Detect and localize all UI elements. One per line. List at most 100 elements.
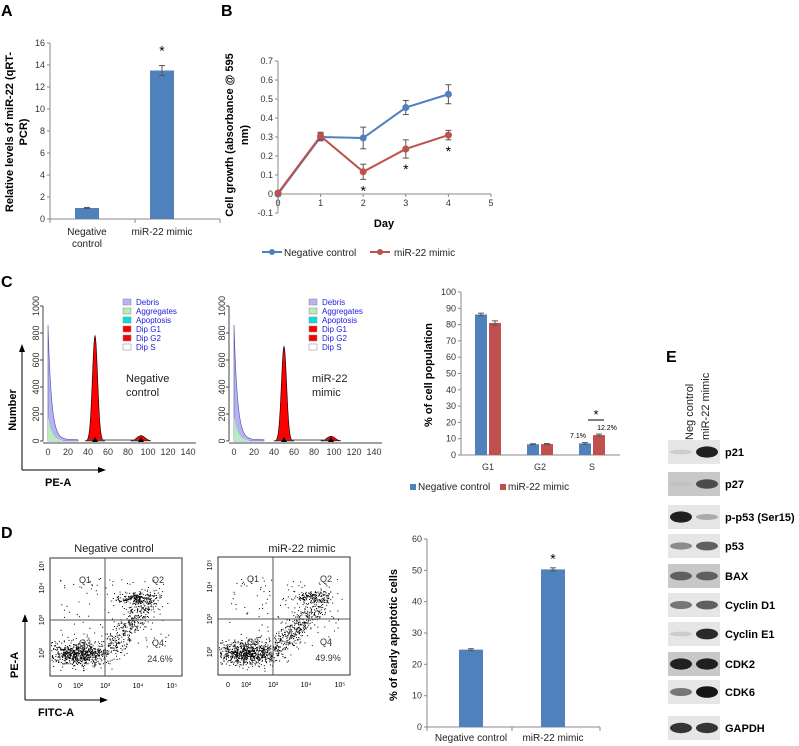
- d-scatter-dot: [115, 653, 117, 655]
- d-scatter-dot: [319, 593, 321, 595]
- d-scatter-dot: [227, 649, 229, 651]
- d-scatter-dot: [235, 604, 237, 606]
- d-scatter-dot: [225, 655, 227, 657]
- d-scatter-dot: [330, 599, 332, 601]
- d-scatter-dot: [126, 643, 128, 645]
- d-scatter-dot: [152, 606, 154, 608]
- d-scatter-dot: [296, 616, 298, 618]
- d-scatter-dot: [134, 597, 136, 599]
- d-scatter-dot: [63, 641, 65, 643]
- d-scatter-dot: [139, 594, 140, 596]
- d-scatter-dot: [301, 614, 303, 616]
- d-scatter-dot: [250, 644, 252, 646]
- d-scatter-dot: [153, 611, 155, 613]
- d-scatter-dot: [124, 632, 126, 634]
- d-scatter-dot: [323, 597, 325, 599]
- c-g1-marker: [92, 437, 98, 442]
- d-scatter-dot: [287, 639, 289, 641]
- d-scatter-dot: [121, 622, 123, 624]
- d-scatter-dot: [78, 643, 80, 645]
- d-scatter-dot: [159, 588, 161, 590]
- d-scatter-dot: [85, 661, 87, 663]
- d-scatter-dot: [236, 651, 238, 653]
- d-scatter-dot: [147, 611, 149, 613]
- d-scatter-dot: [229, 652, 231, 653]
- d-scatter-dot: [162, 591, 164, 593]
- d-scatter-dot: [234, 660, 236, 662]
- d-scatter-dot: [67, 636, 69, 638]
- d-scatter-dot: [74, 664, 76, 666]
- d-scatter-dot: [225, 647, 227, 649]
- d-scatter-dot: [145, 637, 147, 639]
- d-scatter-dot: [102, 653, 104, 655]
- d-scatter-dot: [236, 582, 238, 584]
- d-scatter-dot: [95, 655, 97, 657]
- cbar-y-tick-label: 70: [446, 336, 456, 346]
- d-scatter-dot: [111, 636, 113, 637]
- d-scatter-dot: [81, 645, 83, 647]
- d-scatter-dot: [307, 623, 309, 625]
- d-scatter-dot: [289, 636, 291, 638]
- d-scatter-dot: [151, 600, 153, 602]
- d-scatter-dot: [321, 605, 323, 607]
- d-scatter-dot: [299, 626, 301, 628]
- d-scatter-dot: [293, 644, 294, 646]
- d-scatter-dot: [121, 641, 122, 643]
- d-scatter-dot: [227, 661, 229, 663]
- blot-label-p21: p21: [725, 447, 744, 459]
- d-scatter-dot: [321, 612, 323, 613]
- d-scatter-dot: [303, 622, 305, 623]
- d-scatter-dot: [268, 646, 270, 648]
- d-scatter-dot: [256, 649, 258, 651]
- d-scatter-dot: [314, 597, 316, 599]
- d-scatter-dot: [131, 611, 133, 613]
- d-scatter-dot: [295, 634, 296, 636]
- d-x-arrowhead: [100, 697, 108, 703]
- d-scatter-dot: [155, 605, 157, 607]
- d-scatter-dot: [81, 642, 83, 643]
- d-scatter-dot: [311, 612, 313, 613]
- d-scatter-dot: [81, 664, 83, 666]
- d-scatter-dot: [148, 609, 150, 611]
- d-scatter-dot: [253, 651, 254, 652]
- d-scatter-dot: [258, 655, 260, 657]
- c-hist-x-tick-label: 120: [346, 447, 361, 457]
- d-scatter-dot: [65, 652, 67, 654]
- d-scatter-dot: [227, 651, 229, 653]
- d-scatter-dot: [129, 628, 131, 629]
- d-scatter-dot: [250, 650, 252, 652]
- d-scatter-dot: [89, 651, 91, 653]
- d-scatter-dot: [130, 623, 132, 625]
- d-scatter-dot: [302, 631, 303, 633]
- d-scatter-dot: [299, 631, 301, 633]
- d-scatter-dot: [105, 651, 107, 653]
- d-scatter-dot: [72, 662, 74, 664]
- c-legend-dip-g2: Dip G2: [322, 334, 347, 343]
- d-scatter-dot: [249, 663, 251, 665]
- d-scatter-dot: [294, 623, 296, 625]
- d-scatter-dot: [265, 659, 267, 660]
- blot-label-cyclin-e1: Cyclin E1: [725, 629, 775, 641]
- c-hist-x-tick-label: 0: [231, 447, 236, 457]
- d-scatter-dot: [240, 647, 242, 649]
- d-scatter-dot: [230, 660, 232, 662]
- d-scatter-dot: [97, 650, 99, 651]
- d-scatter-dot: [306, 619, 308, 621]
- d-scatter-dot: [136, 594, 138, 596]
- d-scatter-dot: [103, 641, 105, 643]
- c-dip-g1-peak: [84, 334, 106, 442]
- d-scatter-dot: [261, 655, 263, 657]
- d-scatter-dot: [115, 629, 117, 631]
- d-scatter-dot: [283, 657, 285, 659]
- d-scatter-dot: [83, 639, 85, 641]
- d-scatter-dot: [269, 652, 271, 654]
- b-point-1: [317, 132, 325, 140]
- d-scatter-dot: [78, 650, 80, 652]
- d-scatter-dot: [144, 616, 146, 618]
- d-scatter-dot: [319, 599, 320, 601]
- d-scatter-dot: [290, 637, 292, 639]
- d-scatter-dot: [291, 626, 293, 628]
- d-scatter-dot: [324, 594, 326, 596]
- cbar-x-tick-label: G1: [482, 462, 494, 472]
